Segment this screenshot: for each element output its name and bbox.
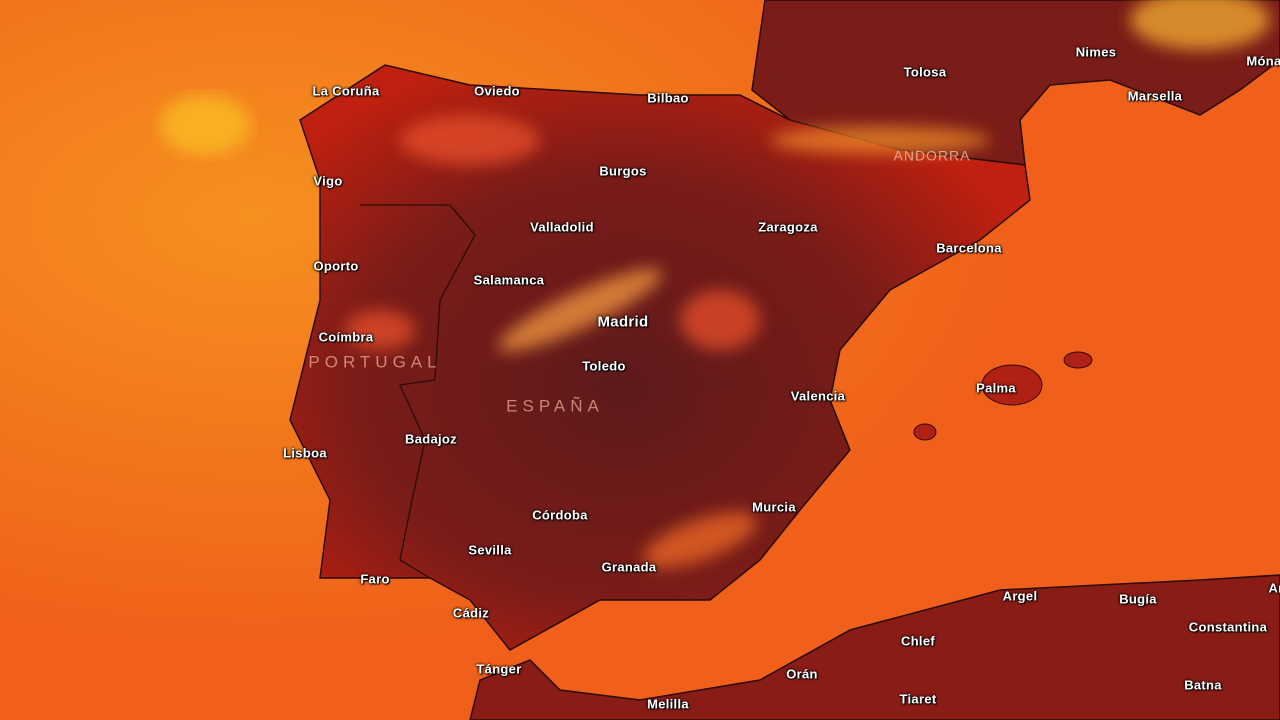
city-label[interactable]: Móna: [1246, 53, 1280, 69]
country-label-andorra: ANDORRA: [893, 147, 971, 164]
city-label-capital[interactable]: Madrid: [597, 313, 649, 331]
city-label[interactable]: Chlef: [901, 633, 935, 649]
island-menorca: [1063, 351, 1093, 369]
city-label[interactable]: Coímbra: [318, 329, 374, 345]
city-label[interactable]: Melilla: [647, 696, 689, 712]
city-label[interactable]: Oviedo: [474, 83, 520, 99]
city-label[interactable]: Cádiz: [452, 605, 490, 621]
city-label[interactable]: Faro: [360, 571, 390, 587]
city-label[interactable]: Zaragoza: [758, 219, 818, 235]
city-label[interactable]: Nimes: [1075, 44, 1117, 60]
land-iberia: [289, 64, 1031, 651]
city-label[interactable]: Tánger: [476, 661, 522, 677]
city-label[interactable]: Argel: [1002, 588, 1038, 604]
land-africa: [469, 574, 1280, 720]
city-label[interactable]: Salamanca: [473, 272, 545, 288]
city-label[interactable]: Oporto: [313, 258, 359, 274]
city-label[interactable]: Palma: [976, 380, 1016, 396]
city-label[interactable]: Ar: [1268, 580, 1280, 596]
city-label[interactable]: Bilbao: [647, 90, 689, 106]
city-label[interactable]: Córdoba: [532, 507, 588, 523]
country-label-espana: ESPAÑA: [506, 396, 604, 416]
island-ibiza: [913, 423, 937, 441]
city-label[interactable]: Tiaret: [899, 691, 937, 707]
city-label[interactable]: Burgos: [599, 163, 647, 179]
city-label[interactable]: Tolosa: [903, 64, 947, 80]
city-label[interactable]: Murcia: [752, 499, 796, 515]
city-label[interactable]: Vigo: [313, 173, 343, 189]
city-label[interactable]: La Coruña: [312, 83, 380, 99]
city-label[interactable]: Badajoz: [405, 431, 457, 447]
city-label[interactable]: Valencia: [790, 388, 846, 404]
city-label[interactable]: Marsella: [1127, 88, 1183, 104]
city-label[interactable]: Lisboa: [283, 445, 327, 461]
city-label[interactable]: Barcelona: [936, 240, 1002, 256]
warm-spot: [160, 95, 250, 155]
island-mallorca: [981, 364, 1043, 406]
city-label[interactable]: Batna: [1184, 677, 1222, 693]
city-label[interactable]: Bugía: [1119, 591, 1157, 607]
city-label[interactable]: Toledo: [582, 358, 626, 374]
city-label[interactable]: Sevilla: [468, 542, 512, 558]
city-label[interactable]: Orán: [786, 666, 818, 682]
highland-streaks: [345, 0, 1270, 568]
city-label[interactable]: Valladolid: [530, 219, 594, 235]
city-label[interactable]: Granada: [601, 559, 657, 575]
country-label-portugal: PORTUGAL: [308, 352, 442, 372]
border-spain-portugal: [360, 204, 476, 579]
city-label[interactable]: Constantina: [1188, 619, 1268, 635]
